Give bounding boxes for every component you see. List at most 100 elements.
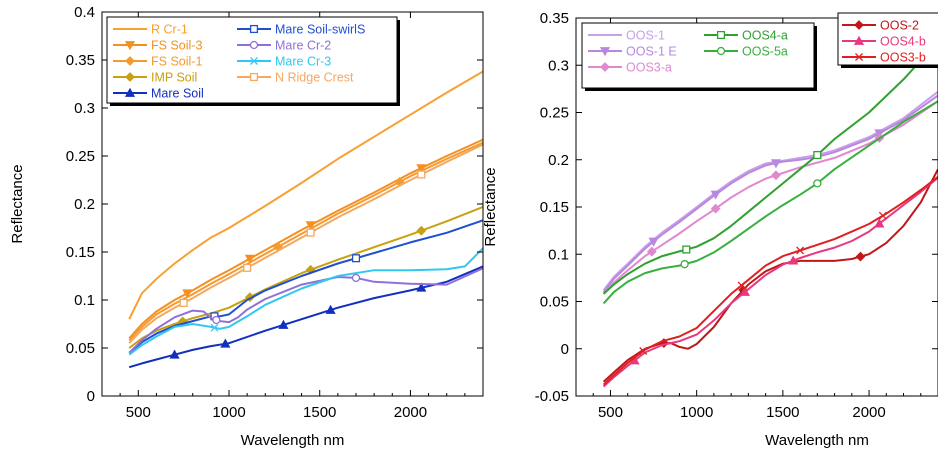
series-marker-oos3-a-2 — [710, 203, 721, 214]
legend-marker-mare-cr-2 — [249, 40, 259, 50]
legend-entry-oos-1: OOS-1 — [588, 29, 665, 43]
legend-label-oos3-b: OOS3-b — [880, 51, 926, 65]
x-tick-label: 2000 — [394, 404, 427, 421]
series-marker-oos-5a-1 — [680, 260, 689, 269]
series-marker-mare-cr-3-1-stroke-b — [210, 323, 219, 332]
legend-entry-oos3-a: OOS3-a — [588, 61, 672, 75]
legend-marker-mare-cr-3 — [250, 57, 258, 65]
x-tick-label: 1500 — [303, 404, 336, 421]
series-marker-fs-soil-3-3 — [305, 221, 316, 231]
y-tick-label: 0.2 — [548, 152, 569, 169]
legend-marker-fs-soil-1 — [125, 56, 135, 66]
y-tick-label: 0 — [561, 341, 569, 358]
panel-2-series — [602, 47, 938, 388]
series-marker-mare-soil-swirls-2 — [351, 254, 361, 263]
legend-marker-oos-1-e — [599, 47, 611, 57]
x-tick-label: 500 — [598, 404, 623, 421]
series-marker-oos3-b-4-stroke-b — [878, 211, 887, 220]
series-marker-oos-1-e-1 — [648, 237, 659, 247]
series-marker-mare-cr-3-1 — [210, 323, 219, 332]
y-tick-label: 0.25 — [66, 148, 95, 165]
legend-entry-mare-cr-3: Mare Cr-3 — [237, 55, 331, 69]
series-marker-oos4-b-4 — [874, 218, 885, 228]
legend-label-oos4-b: OOS4-b — [880, 35, 926, 49]
legend-marker-oos-2 — [854, 20, 864, 30]
series-marker-mare-soil-4 — [325, 304, 336, 314]
series-marker-n-ridge-crest-4 — [417, 170, 426, 179]
series-marker-oos3-b-3-stroke-b — [796, 246, 805, 255]
x-axis-label: Wavelength nm — [765, 432, 869, 449]
series-line-oos-1-e — [602, 94, 938, 293]
series-line-fs-soil-3 — [128, 138, 483, 340]
y-tick-label: 0.05 — [66, 340, 95, 357]
series-line-mare-soil — [128, 265, 483, 369]
legend-marker-imp-soil — [125, 72, 135, 82]
legend-label-mare-soil: Mare Soil — [151, 87, 204, 101]
legend-entry-oos-5a: OOS-5a — [704, 45, 788, 59]
legend-marker-mare-cr-3-stroke-b — [250, 57, 258, 65]
legend-entry-oos4-b: OOS4-b — [842, 35, 926, 49]
series-marker-mare-cr-2-2 — [351, 273, 361, 283]
y-tick-label: 0.3 — [548, 57, 569, 74]
series-marker-oos3-b-1 — [639, 347, 648, 355]
legend-label-r-cr-1: R Cr-1 — [151, 23, 188, 37]
legend-entry-fs-soil-1: FS Soil-1 — [113, 55, 202, 69]
legend-label-oos3-a: OOS3-a — [626, 61, 672, 75]
series-marker-oos3-a-3 — [771, 170, 781, 181]
legend-marker-oos4-b — [853, 35, 865, 45]
legend-label-oos-5a: OOS-5a — [742, 45, 788, 59]
panel-1: 500 1000 1500 2000 0 0.05 0.1 0.15 0.2 0.25 0.3 0.3… — [9, 4, 484, 449]
series-line-oos-5a — [602, 100, 938, 305]
series-line-oos4-a — [602, 47, 931, 295]
legend-right-b: OOS-2 OOS4-b OOS3-b — [837, 12, 938, 68]
legend-entry-r-cr-1: R Cr-1 — [113, 23, 188, 37]
x-axis-label: Wavelength nm — [241, 432, 345, 449]
series-marker-oos4-b-2 — [739, 286, 750, 296]
legend-label-fs-soil-3: FS Soil-3 — [151, 39, 202, 53]
y-tick-label: 0.1 — [74, 292, 95, 309]
legend-entry-oos4-a: OOS4-a — [704, 29, 788, 43]
legend-entry-mare-soil-swirls: Mare Soil-swirlS — [237, 23, 365, 37]
series-line-oos4-b — [602, 176, 938, 388]
legend-label-oos-2: OOS-2 — [880, 19, 919, 33]
y-tick-label: 0.25 — [540, 105, 569, 122]
y-tick-label: 0.1 — [548, 246, 569, 263]
legend-entry-imp-soil: IMP Soil — [113, 71, 197, 85]
series-marker-oos-5a-2 — [813, 179, 822, 188]
legend-marker-oos3-b — [855, 53, 863, 61]
series-marker-oos3-a-1 — [646, 246, 657, 257]
panel-1-series — [128, 70, 483, 369]
series-marker-fs-soil-3-4 — [416, 164, 427, 174]
legend-marker-n-ridge-crest — [249, 72, 259, 82]
legend-left: R Cr-1 FS Soil-3 FS Soil-1 IMP Soil Mare Soi… — [106, 16, 400, 106]
legend-right-a-box — [581, 22, 815, 89]
series-marker-mare-soil-3 — [278, 319, 289, 329]
series-marker-mare-soil-2 — [220, 338, 231, 348]
series-line-mare-cr-3 — [128, 247, 483, 356]
x-tick-label: 1500 — [766, 404, 799, 421]
legend-label-mare-cr-3: Mare Cr-3 — [275, 55, 331, 69]
legend-label-n-ridge-crest: N Ridge Crest — [275, 71, 354, 85]
series-marker-oos3-b-1-stroke-b — [639, 347, 648, 355]
series-marker-oos4-a-1 — [682, 245, 691, 254]
legend-marker-mare-soil-swirls — [249, 24, 259, 34]
series-line-oos-1 — [602, 90, 938, 291]
series-line-fs-soil-1 — [128, 141, 483, 341]
legend-marker-oos4-a — [716, 30, 726, 40]
y-tick-label: 0.3 — [74, 100, 95, 117]
legend-entry-mare-soil: Mare Soil — [113, 87, 204, 101]
series-marker-oos4-b-3 — [788, 255, 799, 265]
legend-entry-n-ridge-crest: N Ridge Crest — [237, 71, 354, 85]
x-tick-label: 2000 — [852, 404, 885, 421]
y-tick-label: -0.05 — [535, 388, 569, 405]
series-line-mare-cr-2 — [128, 267, 483, 354]
series-marker-n-ridge-crest-2 — [243, 263, 252, 272]
legend-marker-oos3-b-stroke-b — [855, 53, 863, 61]
legend-entry-fs-soil-3: FS Soil-3 — [113, 39, 202, 53]
legend-entry-oos3-b: OOS3-b — [842, 51, 926, 65]
series-marker-oos-2-3 — [855, 251, 866, 262]
y-tick-label: 0.05 — [540, 294, 569, 311]
series-marker-oos3-b-2 — [737, 281, 746, 290]
legend-right-a: OOS-1 OOS-1 E OOS3-a OOS4-a OOS-5a — [581, 22, 817, 91]
